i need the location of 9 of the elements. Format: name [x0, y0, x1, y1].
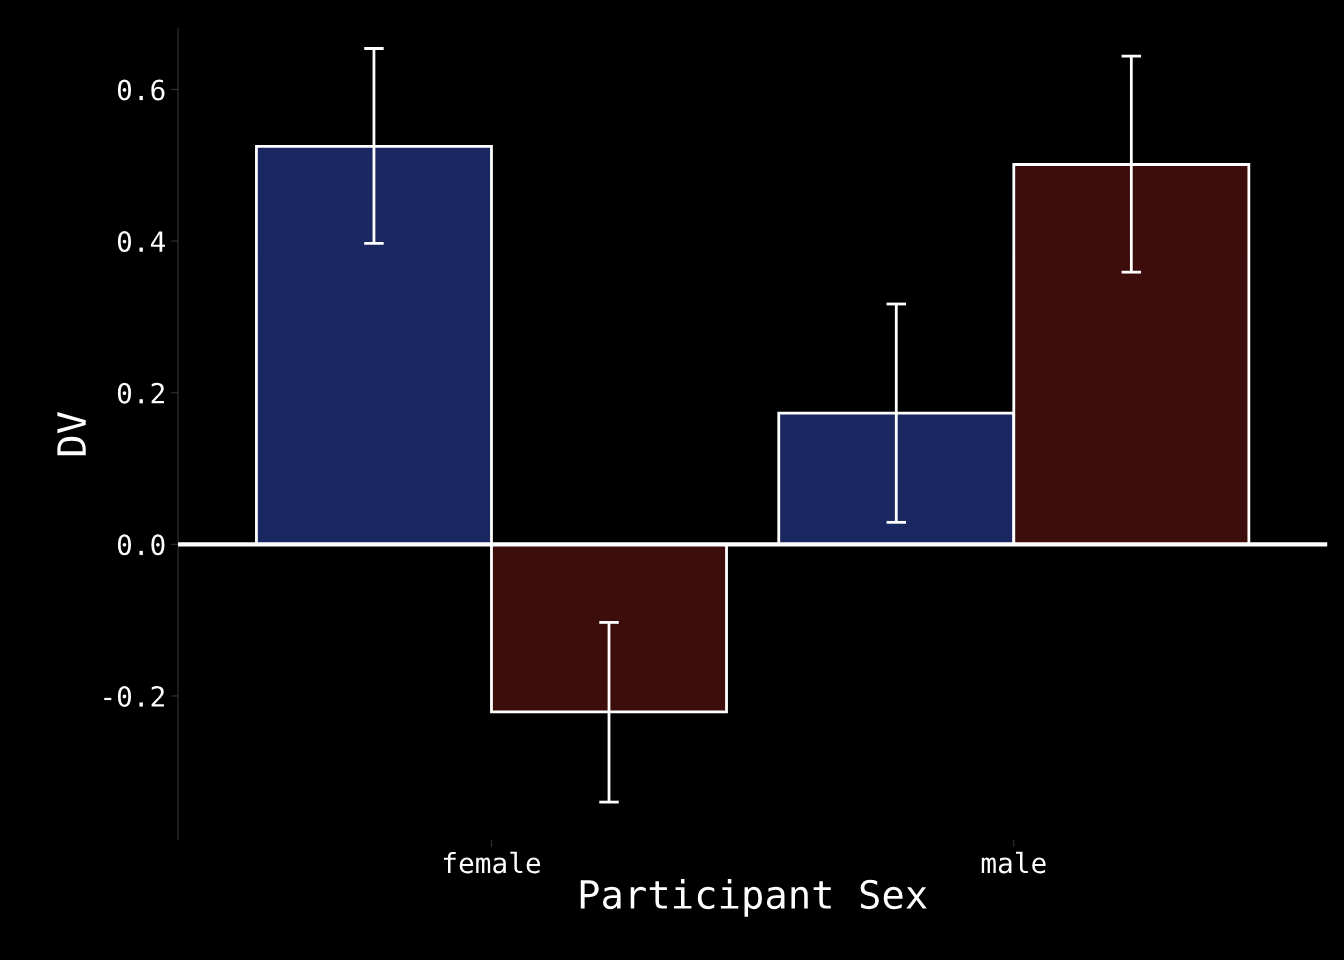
y-tick-label: 0.2 — [117, 382, 164, 404]
x-tick-label: female — [443, 851, 541, 874]
x-tick-label: male — [981, 851, 1046, 874]
y-axis-title: DV — [57, 412, 86, 456]
y-tick-label: -0.2 — [104, 685, 164, 707]
x-axis-title: Participant Sex — [580, 879, 927, 917]
y-tick-label: 0.0 — [117, 534, 165, 556]
y-tick-label: 0.4 — [117, 231, 165, 253]
y-tick-label: 0.6 — [117, 79, 165, 101]
